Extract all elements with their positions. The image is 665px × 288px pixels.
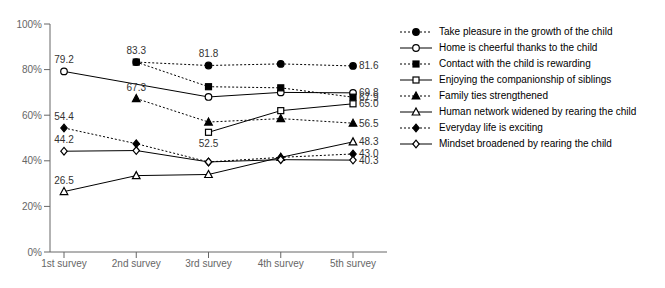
html-text:Family ties strengthened: Family ties strengthened [439,90,548,101]
svg-text:52.5: 52.5 [199,138,219,149]
svg-text:40.3: 40.3 [359,155,379,166]
svg-text:79.2: 79.2 [54,54,74,65]
svg-text:5th survey: 5th survey [330,258,376,269]
svg-text:20%: 20% [22,201,42,212]
svg-text:100%: 100% [16,19,42,30]
svg-text:4th survey: 4th survey [258,258,304,269]
html-text:Home is cheerful thanks to the: Home is cheerful thanks to the child [439,42,598,53]
svg-text:1st survey: 1st survey [41,258,87,269]
html-text:Enjoying the companionship of: Enjoying the companionship of siblings [439,74,612,85]
svg-text:40%: 40% [22,155,42,166]
html-text:Contact with the child is rewa: Contact with the child is rewarding [439,58,591,69]
html-text:Mindset broadened by rearing t: Mindset broadened by rearing the child [439,138,612,149]
svg-text:3rd survey: 3rd survey [185,258,232,269]
svg-text:83.3: 83.3 [127,45,147,56]
svg-text:80%: 80% [22,64,42,75]
svg-text:48.3: 48.3 [359,136,379,147]
svg-text:44.2: 44.2 [54,134,74,145]
svg-text:67.9: 67.9 [359,91,379,103]
svg-text:54.4: 54.4 [54,111,74,122]
html-text:Human network widened by reari: Human network widened by rearing the chi… [439,106,637,117]
html-text:Everyday life is exciting: Everyday life is exciting [439,122,543,133]
svg-text:67.3: 67.3 [127,82,147,93]
svg-text:81.8: 81.8 [199,48,219,59]
svg-text:2nd survey: 2nd survey [112,258,161,269]
svg-text:60%: 60% [22,110,42,121]
svg-text:65.0: 65.0 [359,98,379,109]
svg-text:26.5: 26.5 [54,175,74,186]
html-text:Take pleasure in the growth of: Take pleasure in the growth of the child [439,26,613,37]
svg-text:0%: 0% [28,247,43,258]
svg-text:81.6: 81.6 [359,60,379,71]
svg-text:56.5: 56.5 [359,118,379,129]
